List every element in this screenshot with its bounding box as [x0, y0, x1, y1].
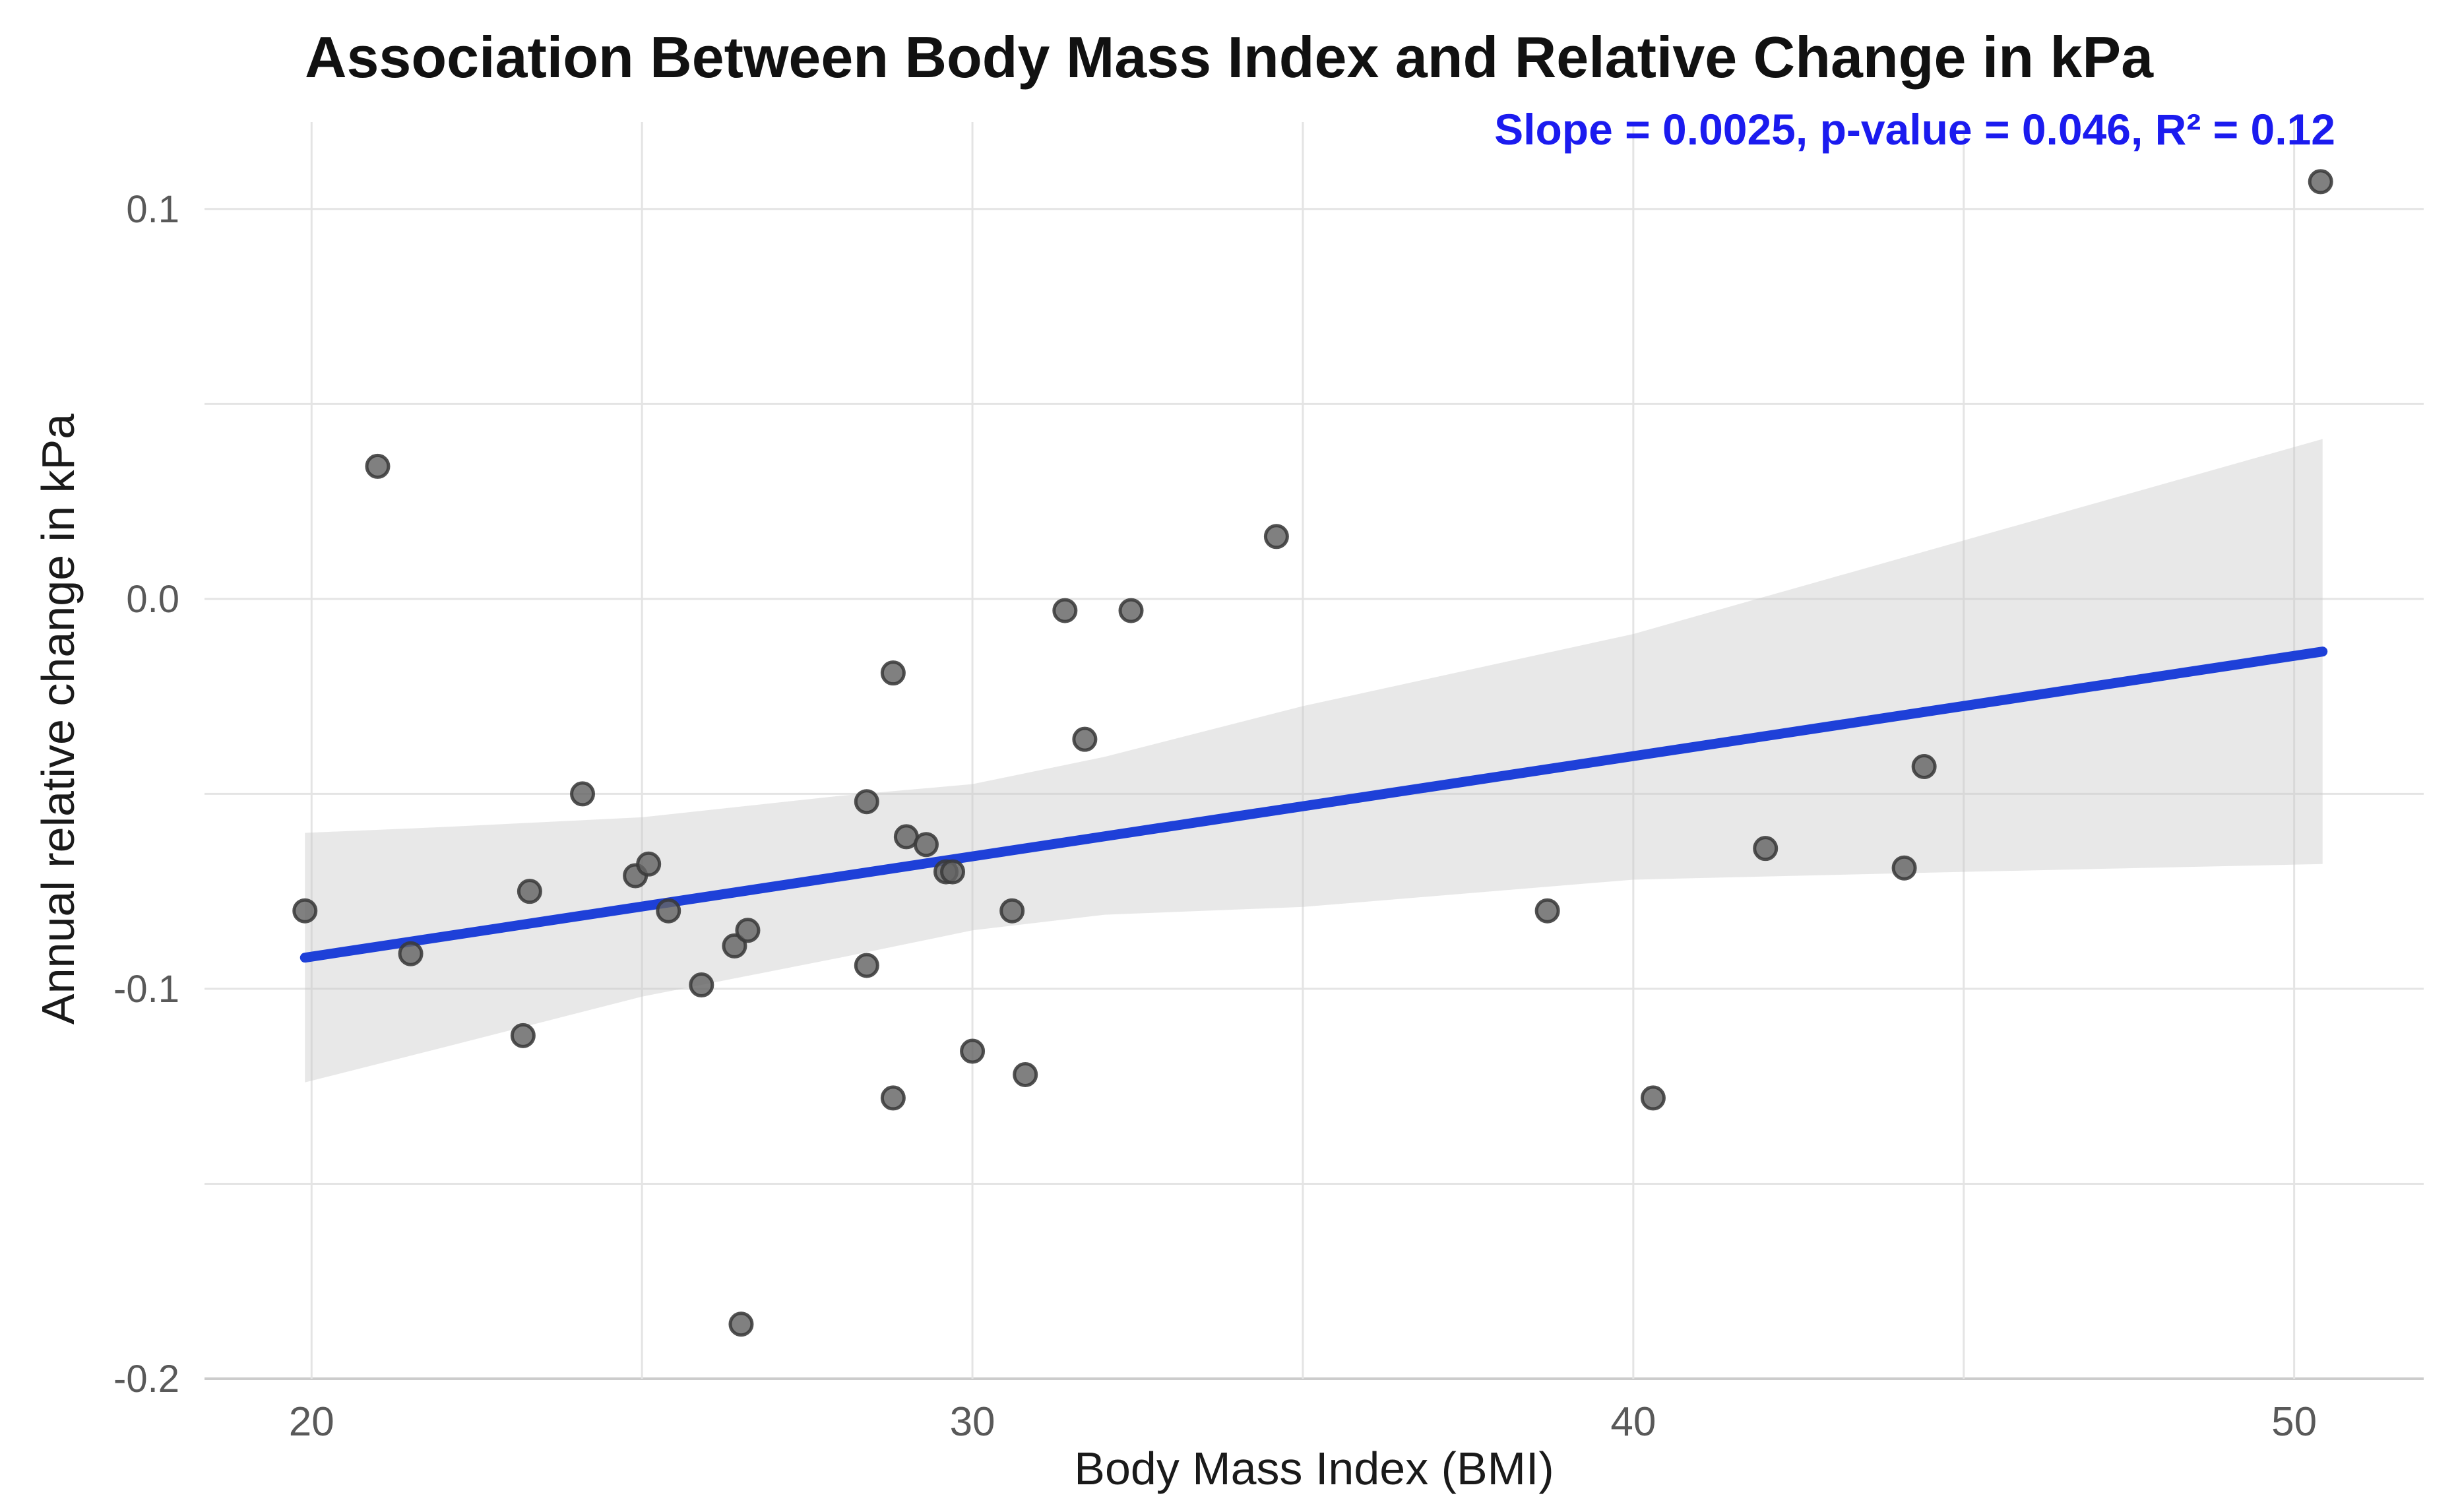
data-point [913, 832, 939, 858]
data-point [854, 789, 879, 815]
regression-line [299, 646, 2328, 963]
data-point [689, 972, 714, 998]
data-point [999, 898, 1025, 924]
data-point [1263, 524, 1289, 550]
data-point [880, 1085, 906, 1111]
y-tick-label: 0.0 [126, 578, 179, 621]
confidence-band [305, 439, 2323, 1083]
y-tick-label: -0.1 [113, 968, 179, 1011]
data-point [398, 941, 424, 966]
data-point [1013, 1061, 1038, 1087]
data-point [292, 898, 318, 924]
data-point [517, 879, 542, 904]
data-point [880, 660, 906, 686]
regression-stats-annotation: Slope = 0.0025, p-value = 0.046, R² = 0.… [1494, 105, 2335, 154]
y-tick-label: 0.1 [126, 188, 179, 231]
x-tick-label: 40 [1610, 1399, 1656, 1445]
data-point [735, 918, 761, 943]
data-point [1118, 598, 1144, 623]
data-point [1911, 754, 1937, 780]
data-point [1052, 598, 1078, 623]
data-point [940, 859, 966, 885]
y-axis-title: Annual relative change in kPa [32, 413, 84, 1025]
data-point [510, 1023, 536, 1048]
data-point [854, 953, 879, 978]
data-point [570, 781, 596, 807]
y-tick-label: -0.2 [113, 1358, 179, 1401]
data-point [1753, 836, 1779, 862]
x-tick-label: 50 [2271, 1399, 2317, 1445]
data-point [636, 851, 662, 877]
x-axis-title: Body Mass Index (BMI) [1074, 1443, 1554, 1494]
x-tick-label: 20 [289, 1399, 334, 1445]
data-point [1891, 855, 1917, 881]
x-tick-label: 30 [950, 1399, 995, 1445]
data-point [1072, 726, 1098, 752]
data-point [722, 933, 747, 959]
data-point [1640, 1085, 1666, 1111]
data-point [656, 898, 681, 924]
chart-title: Association Between Body Mass Index and … [304, 24, 2154, 90]
data-point [1534, 898, 1560, 924]
data-point [365, 453, 391, 479]
data-point [728, 1311, 754, 1337]
data-point [960, 1038, 986, 1064]
data-point [2308, 169, 2333, 195]
